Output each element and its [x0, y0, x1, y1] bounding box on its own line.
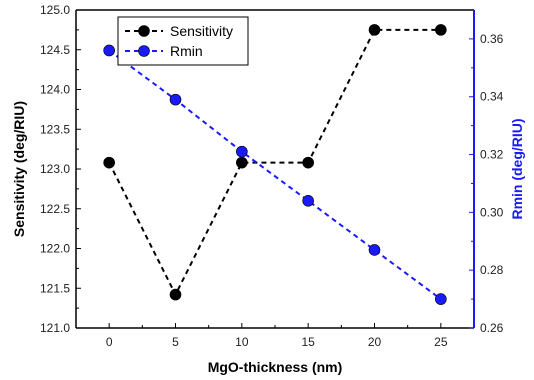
y-left-tick-label: 121.0: [40, 321, 70, 335]
legend-sensitivity-label: Sensitivity: [170, 23, 233, 39]
sensitivity-series-point: [368, 24, 381, 36]
x-tick-label: 25: [434, 335, 448, 349]
rmin-series-point: [169, 93, 182, 106]
sensitivity-series-point: [103, 156, 115, 169]
y-right-tick-label: 0.28: [480, 263, 504, 277]
y-left-tick-label: 122.0: [40, 242, 70, 256]
sensitivity-series-point: [169, 288, 182, 301]
sensitivity-series-point: [302, 156, 314, 169]
y-left-tick-label: 125.0: [40, 3, 70, 17]
x-axis-title: MgO-thickness (nm): [208, 359, 343, 375]
x-tick-label: 20: [368, 335, 382, 349]
rmin-series-point: [302, 195, 314, 207]
legend: Sensitivity Rmin: [117, 16, 249, 66]
series-lines-group: [108, 28, 442, 300]
x-tick-label: 0: [106, 335, 113, 349]
y-left-axis-title: Sensitivity (deg/RIU): [11, 101, 27, 237]
y-right-tick-label: 0.30: [480, 205, 504, 219]
y-left-tick-label: 124.0: [40, 83, 70, 97]
y-left-tick-label: 123.5: [40, 122, 70, 136]
y-right-tick-label: 0.26: [480, 321, 504, 335]
rmin-series-point: [103, 44, 115, 57]
legend-sensitivity-marker: [138, 25, 150, 37]
x-tick-label: 15: [301, 335, 315, 349]
y-left-tick-label: 122.5: [40, 202, 70, 216]
rmin-series-point: [368, 244, 381, 256]
y-right-axis-title: Rmin (deg/RIU): [509, 118, 525, 219]
rmin-series-line: [108, 49, 442, 300]
sensitivity-series-point: [435, 24, 447, 36]
x-tick-label: 5: [172, 335, 179, 349]
legend-rmin-label: Rmin: [170, 43, 203, 59]
series-points-group: [103, 24, 447, 305]
sensitivity-series-line: [108, 28, 441, 297]
y-right-tick-label: 0.36: [480, 32, 504, 46]
y-left-tick-label: 121.5: [40, 281, 70, 295]
legend-rmin-marker: [138, 45, 150, 57]
y-right-tick-label: 0.34: [480, 90, 504, 104]
y-right-tick-label: 0.32: [480, 148, 504, 162]
sensitivity-series-point: [236, 156, 248, 169]
x-tick-label: 10: [235, 335, 249, 349]
rmin-series-point: [236, 145, 248, 158]
rmin-series-point: [435, 293, 447, 305]
legend-box: [117, 16, 249, 66]
axes-group: 0 5 10 15 20 25 121.0 121.5 122.0 122.5 123.0 123.5…: [11, 3, 525, 375]
y-left-tick-label: 124.5: [40, 43, 70, 57]
y-left-tick-label: 123.0: [40, 162, 70, 176]
